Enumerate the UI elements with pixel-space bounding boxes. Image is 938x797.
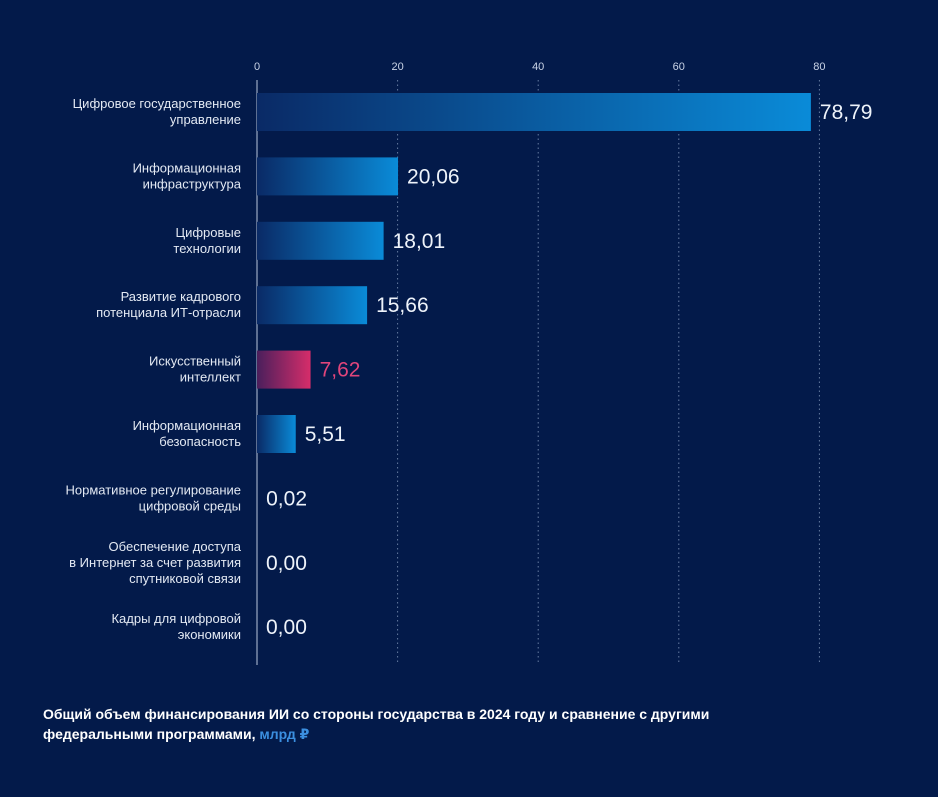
x-tick-label: 0 — [254, 61, 260, 73]
bar — [257, 286, 368, 325]
category-label-line: безопасность — [159, 434, 241, 449]
x-tick-label: 20 — [391, 61, 403, 73]
caption-text: Общий объем финансирования ИИ со стороны… — [43, 706, 710, 742]
category-label: Нормативное регулирование цифровой среды — [66, 482, 242, 513]
value-label: 15,66 — [376, 294, 429, 317]
category-label-line: экономики — [178, 627, 241, 642]
category-label-line: Информационная — [133, 418, 241, 433]
bar — [257, 93, 811, 131]
category-label-line: Цифровое государственное — [73, 96, 241, 111]
category-label-line: потенциала ИТ-отрасли — [96, 305, 241, 320]
category-label: Развитие кадрового потенциала ИТ-отрасли — [96, 289, 241, 320]
category-label: Цифровое государственное управление — [73, 96, 241, 127]
category-label: Обеспечение доступа в Интернет за счет ра… — [69, 539, 242, 586]
x-tick-label: 60 — [673, 61, 685, 73]
value-label: 20,06 — [407, 165, 460, 188]
x-tick-label: 40 — [532, 61, 544, 73]
category-label-line: Информационная — [133, 160, 241, 175]
value-label: 18,01 — [393, 230, 446, 253]
category-label: Кадры для цифровой экономики — [111, 611, 241, 642]
category-label: Информационная инфраструктура — [133, 160, 242, 191]
category-label-line: Нормативное регулирование — [66, 482, 242, 497]
bar — [257, 350, 311, 389]
category-label-line: цифровой среды — [139, 498, 241, 513]
category-label-line: Обеспечение доступа — [109, 539, 242, 554]
value-label: 78,79 — [820, 101, 873, 124]
category-label-line: управление — [170, 112, 241, 127]
value-label: 0,00 — [266, 552, 307, 575]
category-label: Информационная безопасность — [133, 418, 242, 449]
category-label-line: Развитие кадрового — [121, 289, 241, 304]
category-label-line: инфраструктура — [143, 176, 242, 191]
x-tick-label: 80 — [813, 61, 825, 73]
category-label-line: Цифровые — [175, 225, 241, 240]
category-label-line: Искусственный — [149, 354, 241, 369]
bar-chart: 0 20 40 60 80 78,79 Цифровое государственное у… — [66, 61, 873, 665]
caption-unit: млрд ₽ — [259, 726, 310, 742]
value-label: 0,02 — [266, 487, 307, 510]
category-label: Искусственный интеллект — [149, 354, 241, 385]
category-label: Цифровые технологии — [173, 225, 241, 256]
category-label-line: в Интернет за счет развития — [69, 555, 241, 570]
bar — [257, 221, 384, 260]
category-label-line: технологии — [173, 241, 241, 256]
chart-caption: Общий объем финансирования ИИ со стороны… — [43, 704, 803, 744]
bar — [257, 157, 399, 196]
category-label-line: Кадры для цифровой — [111, 611, 241, 626]
bar — [257, 415, 296, 453]
value-label: 0,00 — [266, 616, 307, 639]
value-label: 7,62 — [320, 359, 361, 382]
category-label-line: интеллект — [180, 370, 241, 385]
category-label-line: спутниковой связи — [129, 571, 241, 586]
value-label: 5,51 — [305, 423, 346, 446]
